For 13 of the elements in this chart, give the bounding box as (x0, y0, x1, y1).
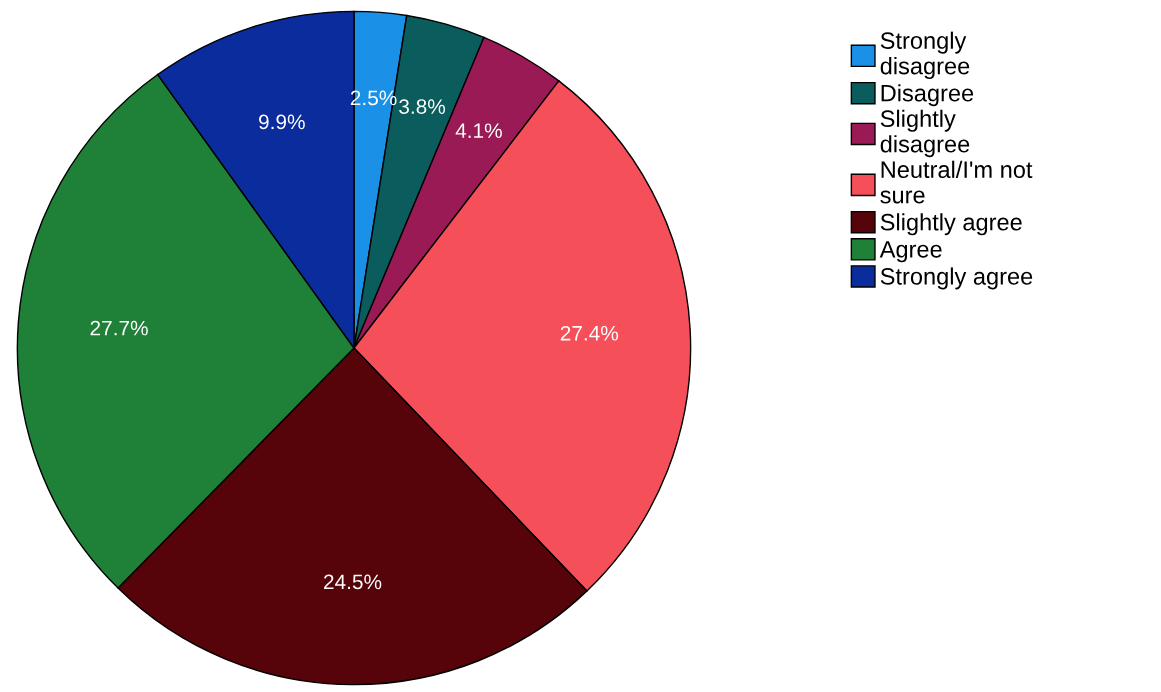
data-label: 3.8% (399, 99, 446, 114)
legend-label: Slightly agree (880, 213, 1022, 236)
data-label: 27.7% (90, 320, 148, 336)
legend-label: Strongly disagree (880, 31, 970, 80)
legend-label: Strongly agree (880, 267, 1033, 290)
data-label: 24.5% (324, 574, 382, 590)
legend-label: Agree (879, 241, 942, 263)
legend-label: Slightly disagree (880, 109, 970, 158)
legend-label: Disagree (881, 84, 974, 107)
data-label: 27.4% (560, 325, 619, 341)
legend-label: Neutral/I'm not sure (880, 160, 1033, 204)
data-label: 9.9% (259, 114, 305, 130)
data-label: 4.1% (455, 123, 502, 138)
